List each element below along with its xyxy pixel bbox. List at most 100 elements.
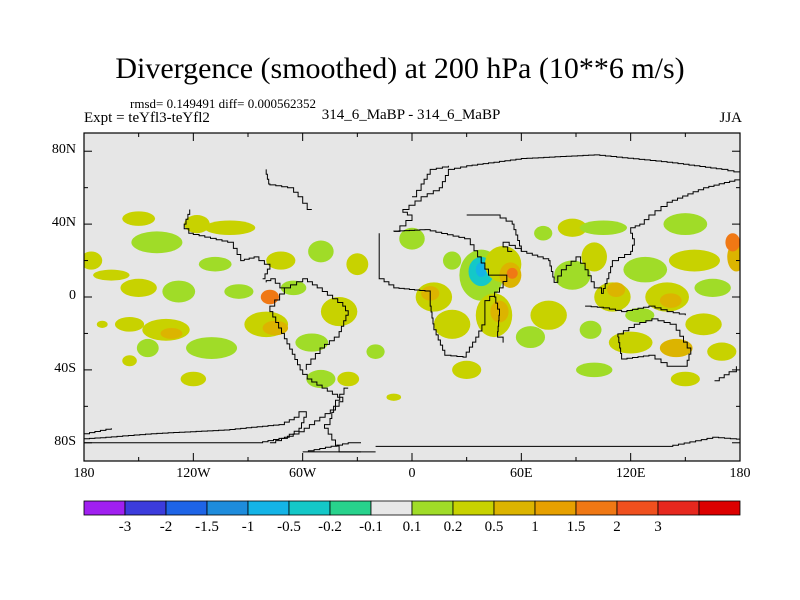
anomaly-contour bbox=[506, 267, 518, 279]
anomaly-contour bbox=[96, 320, 108, 328]
stats-line: rmsd= 0.149491 diff= 0.000562352 bbox=[130, 96, 316, 111]
colorbar bbox=[83, 500, 741, 516]
anomaly-contour bbox=[186, 337, 238, 359]
anomaly-contour bbox=[93, 269, 130, 281]
colorbar-label: -1 bbox=[241, 519, 255, 535]
anomaly-contour bbox=[725, 233, 740, 252]
anomaly-contour bbox=[608, 331, 653, 354]
anomaly-contour bbox=[386, 393, 402, 401]
colorbar-swatch bbox=[575, 500, 618, 516]
anomaly-contour bbox=[659, 338, 693, 358]
season-label: JJA bbox=[719, 110, 742, 126]
colorbar-swatch bbox=[534, 500, 577, 516]
colorbar-label: 2 bbox=[613, 519, 621, 535]
lon-label: 120E bbox=[615, 466, 646, 481]
colorbar-swatch bbox=[83, 500, 126, 516]
lat-label: 40S bbox=[54, 360, 76, 376]
anomaly-contour bbox=[131, 231, 183, 254]
anomaly-contour bbox=[670, 371, 700, 387]
anomaly-contour bbox=[606, 282, 626, 298]
anomaly-contour bbox=[554, 260, 591, 290]
coastline bbox=[585, 305, 686, 316]
coastline bbox=[378, 229, 508, 358]
anomaly-contour bbox=[260, 289, 279, 305]
colorbar-swatch bbox=[411, 500, 454, 516]
anomaly-contour bbox=[184, 215, 210, 234]
anomaly-contour bbox=[320, 297, 358, 327]
coastline bbox=[412, 165, 449, 198]
colorbar-swatch bbox=[206, 500, 249, 516]
anomaly-contour bbox=[694, 278, 731, 297]
anomaly-contour bbox=[534, 225, 553, 241]
anomaly-contour bbox=[659, 293, 682, 308]
anomaly-contour bbox=[663, 213, 708, 236]
coastline bbox=[84, 411, 307, 444]
colorbar-swatch bbox=[329, 500, 372, 516]
colorbar-swatch bbox=[124, 500, 167, 516]
colorbar-label: -0.5 bbox=[277, 519, 301, 535]
anomaly-contour bbox=[180, 371, 207, 387]
coastlines bbox=[84, 133, 740, 453]
anomaly-contour bbox=[625, 307, 655, 323]
colorbar-label: 1.5 bbox=[566, 519, 586, 535]
colorbar-label: 1 bbox=[531, 519, 539, 535]
anomaly-contour bbox=[399, 227, 425, 250]
colorbar-swatch bbox=[493, 500, 536, 516]
colorbar-swatch bbox=[616, 500, 659, 516]
anomaly-contour bbox=[122, 211, 156, 226]
experiment-label: Expt = teYfl3-teYfl2 bbox=[84, 110, 210, 126]
colorbar-label: 3 bbox=[654, 519, 662, 535]
colorbar-label: -0.2 bbox=[318, 519, 342, 535]
lat-label: 80S bbox=[54, 433, 76, 449]
subtitle: 314_6_MaBP - 314_6_MaBP bbox=[321, 107, 501, 123]
lon-label: 180 bbox=[73, 466, 95, 481]
coastline bbox=[84, 428, 112, 435]
anomaly-contour bbox=[366, 344, 385, 359]
anomaly-contour bbox=[707, 342, 737, 361]
colorbar-swatch bbox=[165, 500, 208, 516]
coastline bbox=[375, 436, 740, 447]
anomaly-contour bbox=[579, 220, 628, 236]
coastline bbox=[617, 318, 692, 367]
anomaly-contour bbox=[433, 309, 471, 339]
coastline bbox=[714, 366, 737, 382]
axis-ticks bbox=[83, 133, 741, 461]
anomaly-field bbox=[84, 211, 740, 401]
anomaly-contour bbox=[442, 251, 462, 270]
anomaly-contour bbox=[122, 355, 137, 367]
lon-label: 180 bbox=[729, 466, 751, 481]
colorbar-label: 0.1 bbox=[402, 519, 422, 535]
map-background bbox=[84, 133, 740, 461]
anomaly-contour bbox=[515, 326, 546, 349]
lat-label: 40N bbox=[51, 215, 76, 231]
coastline bbox=[265, 169, 312, 210]
anomaly-contour bbox=[557, 218, 587, 237]
coastline bbox=[265, 278, 285, 289]
colorbar-label: -2 bbox=[159, 519, 173, 535]
coastline bbox=[502, 241, 522, 252]
coastline bbox=[243, 256, 271, 280]
coastline bbox=[269, 278, 349, 444]
lon-label: 120W bbox=[176, 466, 211, 481]
anomaly-contour bbox=[84, 251, 103, 270]
anomaly-contour bbox=[295, 333, 329, 352]
anomaly-contour bbox=[623, 256, 668, 283]
anomaly-contour bbox=[224, 284, 254, 299]
anomaly-contour bbox=[204, 220, 256, 236]
coastline bbox=[393, 154, 740, 232]
coastline bbox=[302, 442, 361, 453]
anomaly-contour bbox=[266, 251, 296, 270]
colorbar-swatch bbox=[247, 500, 290, 516]
anomaly-contour bbox=[337, 371, 360, 387]
colorbar-swatch bbox=[370, 500, 413, 516]
colorbar-label: -1.5 bbox=[195, 519, 219, 535]
anomaly-contour bbox=[576, 362, 613, 378]
anomaly-contour bbox=[280, 280, 307, 296]
anomaly-contour bbox=[685, 313, 722, 336]
lon-label: 60E bbox=[510, 466, 533, 481]
colorbar-label: -0.1 bbox=[359, 519, 383, 535]
coastline bbox=[466, 178, 740, 294]
lon-label: 0 bbox=[408, 466, 416, 481]
anomaly-contour bbox=[452, 360, 482, 379]
anomaly-contour bbox=[198, 256, 232, 272]
